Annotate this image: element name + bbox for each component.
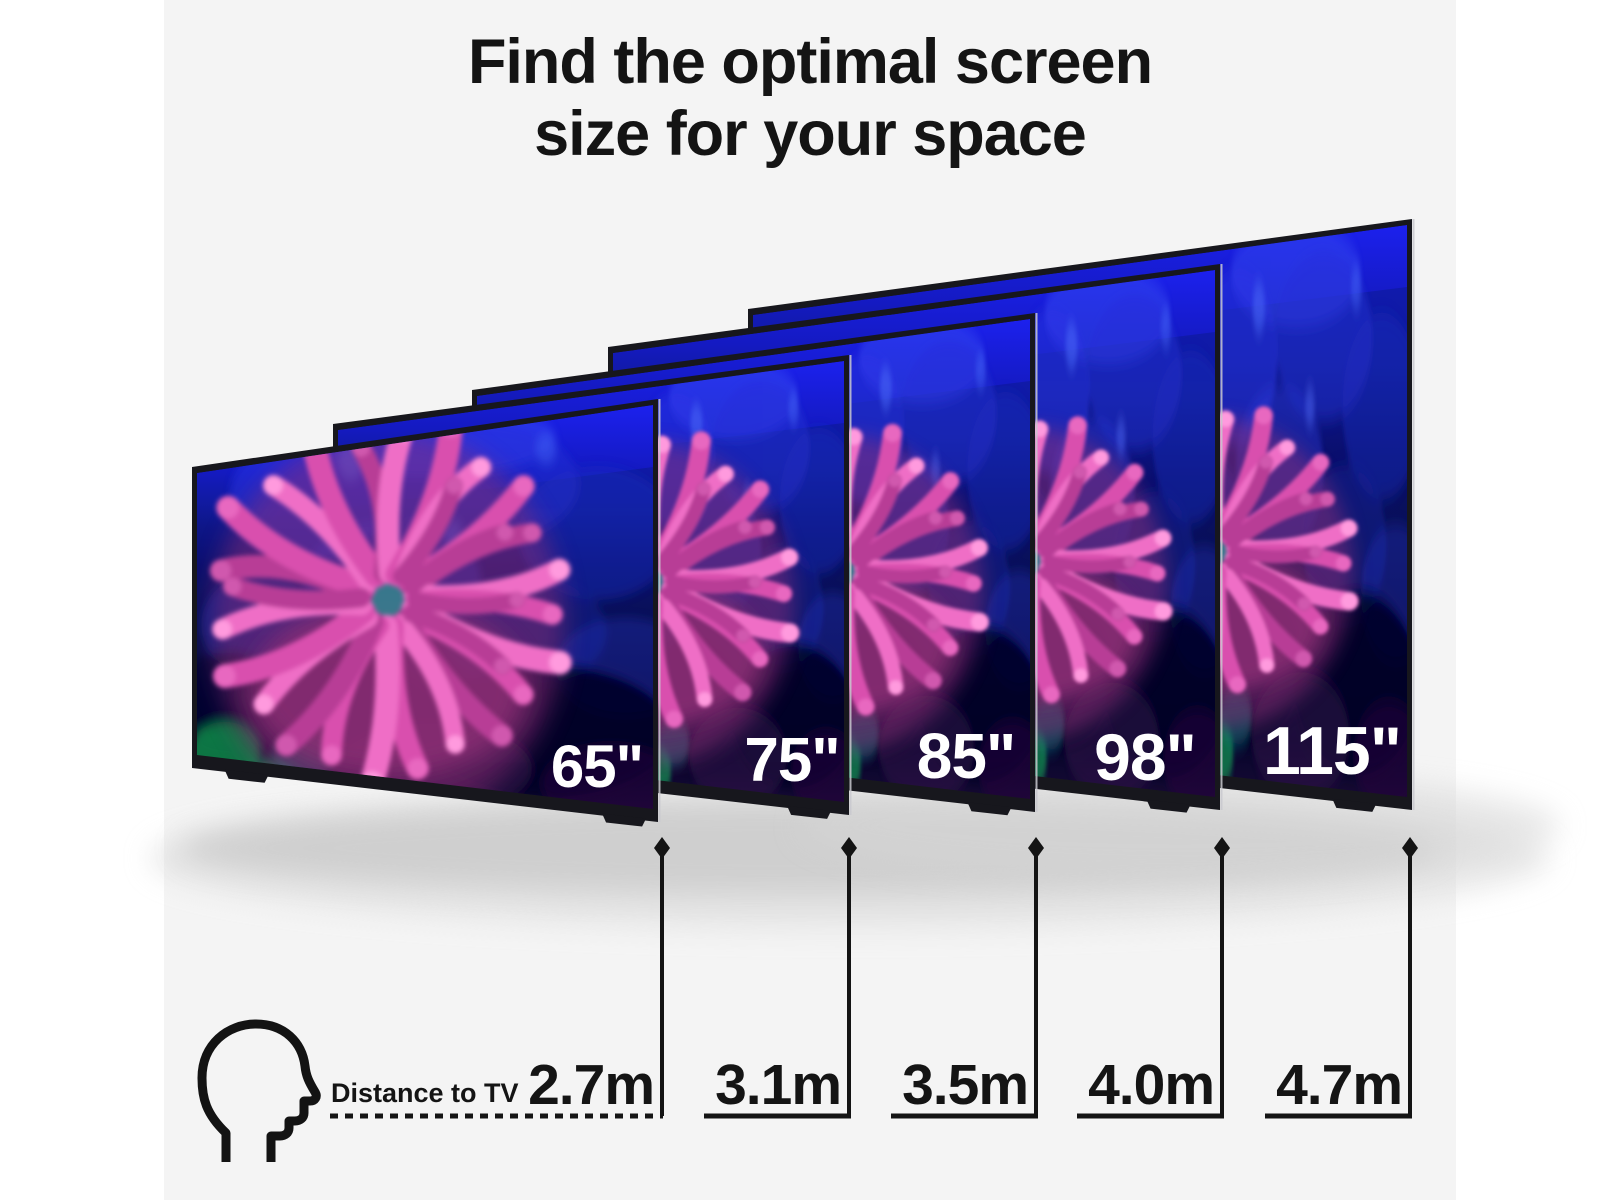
diamond-marker (654, 837, 670, 859)
tv-stand-foot (787, 805, 832, 819)
tv-stand-foot (1332, 798, 1377, 812)
measure-line-98 (1077, 837, 1230, 1119)
diamond-marker (841, 837, 857, 859)
distance-value-85: 3.5m (902, 1053, 1029, 1117)
title-line-1: Find the optimal screen (467, 27, 1153, 97)
head-profile-icon (197, 1019, 321, 1162)
distance-value-98: 4.0m (1088, 1053, 1215, 1117)
diamond-marker (1214, 837, 1230, 859)
tv-size-label-85: 85" (916, 720, 1017, 792)
distance-value-75: 3.1m (715, 1053, 842, 1117)
distance-value-115: 4.7m (1276, 1053, 1403, 1117)
measure-line-65 (330, 837, 670, 1119)
tv-size-label-115: 115" (1263, 713, 1402, 789)
distance-to-tv-label: Distance to TV (331, 1078, 519, 1108)
page-title: Find the optimal screen size for your sp… (164, 26, 1456, 170)
tv-size-label-75: 75" (744, 726, 840, 795)
diamond-marker (1402, 837, 1418, 859)
diamond-marker (1028, 837, 1044, 859)
tv-stand-foot (1146, 799, 1191, 813)
measure-line-85 (891, 837, 1044, 1119)
tv-stand-foot (967, 802, 1012, 816)
tv-stand-foot (602, 813, 647, 827)
tv-screen (197, 405, 653, 809)
measure-line-115 (1265, 837, 1418, 1119)
measure-line-75 (704, 837, 857, 1119)
tv-size-label-65: 65" (550, 733, 644, 800)
title-line-2: size for your space (534, 99, 1087, 169)
tv-panel-65 (192, 399, 661, 827)
distance-value-65: 2.7m (528, 1053, 655, 1117)
tv-size-label-98: 98" (1094, 720, 1197, 794)
tv-stand-foot (224, 769, 269, 783)
